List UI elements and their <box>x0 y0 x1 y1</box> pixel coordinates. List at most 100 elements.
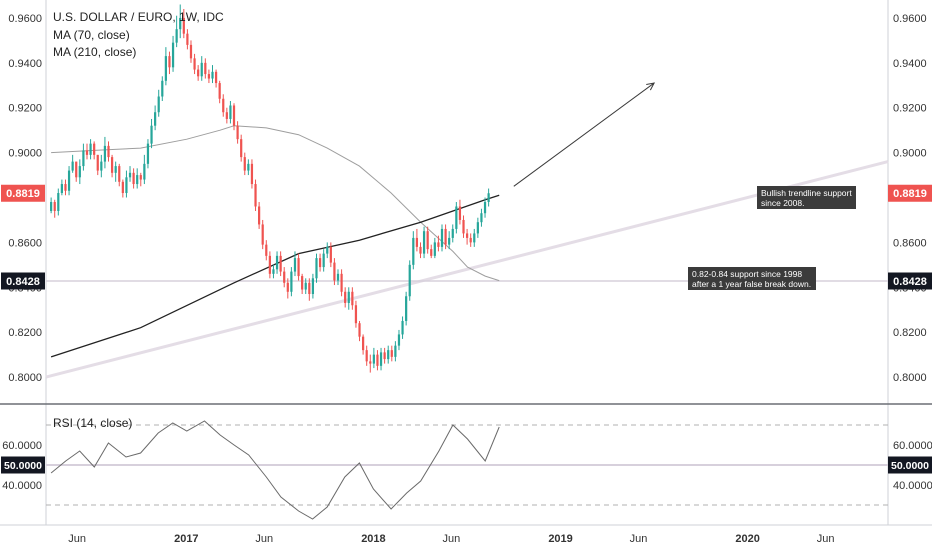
last-price-badge-right: 0.8819 <box>888 184 932 202</box>
candle-body <box>336 273 340 281</box>
candle-body <box>469 237 472 243</box>
last-price-badge-left: 0.8819 <box>1 184 45 202</box>
candle <box>469 233 472 247</box>
price-pane[interactable]: 0.80000.80000.82000.82000.84000.84000.86… <box>0 0 932 526</box>
candle <box>483 197 487 218</box>
price-tick-right: 0.8200 <box>893 327 927 339</box>
candle-body <box>225 112 228 119</box>
rsi-tick-left: 40.0000 <box>2 480 42 492</box>
support-badge-right-text: 0.8428 <box>893 276 927 288</box>
candle-body <box>308 282 311 295</box>
candle <box>308 278 311 301</box>
candle-body <box>218 83 221 99</box>
candle <box>254 179 257 211</box>
candle <box>376 350 379 371</box>
candle <box>222 94 225 117</box>
rsi-layer: 40.0000 40.0000 60.0000 60.0000 <box>2 420 932 520</box>
candle-body <box>50 202 53 211</box>
candle-body <box>272 269 275 274</box>
candle-body <box>189 44 193 59</box>
candle <box>365 345 368 366</box>
candle <box>107 141 110 162</box>
candle <box>297 253 300 281</box>
time-tick: 2017 <box>174 533 198 545</box>
candle <box>204 58 207 79</box>
candle-body <box>315 258 318 279</box>
price-tick-right: 0.9200 <box>893 103 927 115</box>
candle <box>164 47 167 86</box>
candle <box>240 134 243 162</box>
candle <box>408 260 411 301</box>
candle <box>358 320 361 342</box>
candle <box>426 226 429 254</box>
candle-body <box>82 150 85 167</box>
candle <box>96 154 99 176</box>
rsi-tick-left: 60.0000 <box>2 440 42 452</box>
candle-body <box>100 161 103 171</box>
candle <box>444 224 447 250</box>
projection-arrow-layer <box>513 82 656 187</box>
trendline-note[interactable]: Bullish trendline support since 2008. <box>757 186 856 209</box>
candle <box>78 159 81 185</box>
time-axis-labels: Jun 2017 Jun 2018 Jun 2019 Jun 2020 Jun <box>68 533 834 545</box>
candlestick-series <box>50 4 490 373</box>
candle-body <box>405 296 408 321</box>
price-tick-right: 0.8600 <box>893 237 927 249</box>
candle <box>89 139 92 160</box>
candle <box>93 141 96 160</box>
candle-body <box>214 71 218 84</box>
candle-body <box>419 246 422 254</box>
candle <box>383 347 386 364</box>
candle-body <box>465 233 469 238</box>
last-price-badge-left-text: 0.8819 <box>6 188 40 200</box>
candle <box>161 76 164 101</box>
candle-body <box>161 80 164 97</box>
rsi-tick-right: 60.0000 <box>893 440 932 452</box>
candle <box>419 242 422 259</box>
candle <box>315 253 318 283</box>
candle-body <box>455 206 458 229</box>
candle-body <box>268 255 271 274</box>
candle <box>229 101 232 124</box>
ma70-legend: MA (70, close) <box>53 28 130 42</box>
candle <box>189 40 193 63</box>
candle <box>146 139 150 169</box>
candle-body <box>476 222 479 234</box>
rsi-mid-badge-right-bg <box>888 456 932 474</box>
candle <box>455 202 458 234</box>
candle <box>250 159 254 189</box>
candle <box>437 235 440 252</box>
candle <box>67 166 71 196</box>
candle <box>60 179 63 196</box>
candle <box>197 65 200 81</box>
rsi-pane[interactable]: 40.0000 40.0000 60.0000 60.0000 RSI (14, cl… <box>1 416 932 520</box>
candle <box>379 347 383 371</box>
candle-body <box>326 246 329 254</box>
candle <box>232 103 236 131</box>
support-note[interactable]: 0.82-0.84 support since 1998 after a 1 y… <box>688 267 816 290</box>
price-tick-left: 0.9600 <box>8 13 42 25</box>
candle <box>82 143 85 171</box>
candle <box>286 278 289 299</box>
candle-body <box>369 361 372 364</box>
candle <box>150 118 153 149</box>
candle <box>275 251 279 274</box>
candle <box>193 53 196 75</box>
candle <box>136 168 139 189</box>
support-badge-left: 0.8428 <box>1 272 45 290</box>
candle-body <box>243 157 246 171</box>
candle-body <box>207 74 211 79</box>
last-price-badge-right-text: 0.8819 <box>893 188 927 200</box>
moving-average-layer <box>50 125 500 358</box>
candle-body <box>168 56 171 68</box>
trendline-note-line-1: Bullish trendline support <box>761 188 852 198</box>
candle-body <box>379 352 383 366</box>
candle-body <box>401 320 404 335</box>
candle <box>351 287 354 310</box>
projection-arrow-shaft <box>513 82 655 187</box>
support-badge-right-bg <box>888 272 932 290</box>
candle-body <box>422 231 426 254</box>
candle-body <box>67 170 71 191</box>
candle-body <box>85 150 89 155</box>
